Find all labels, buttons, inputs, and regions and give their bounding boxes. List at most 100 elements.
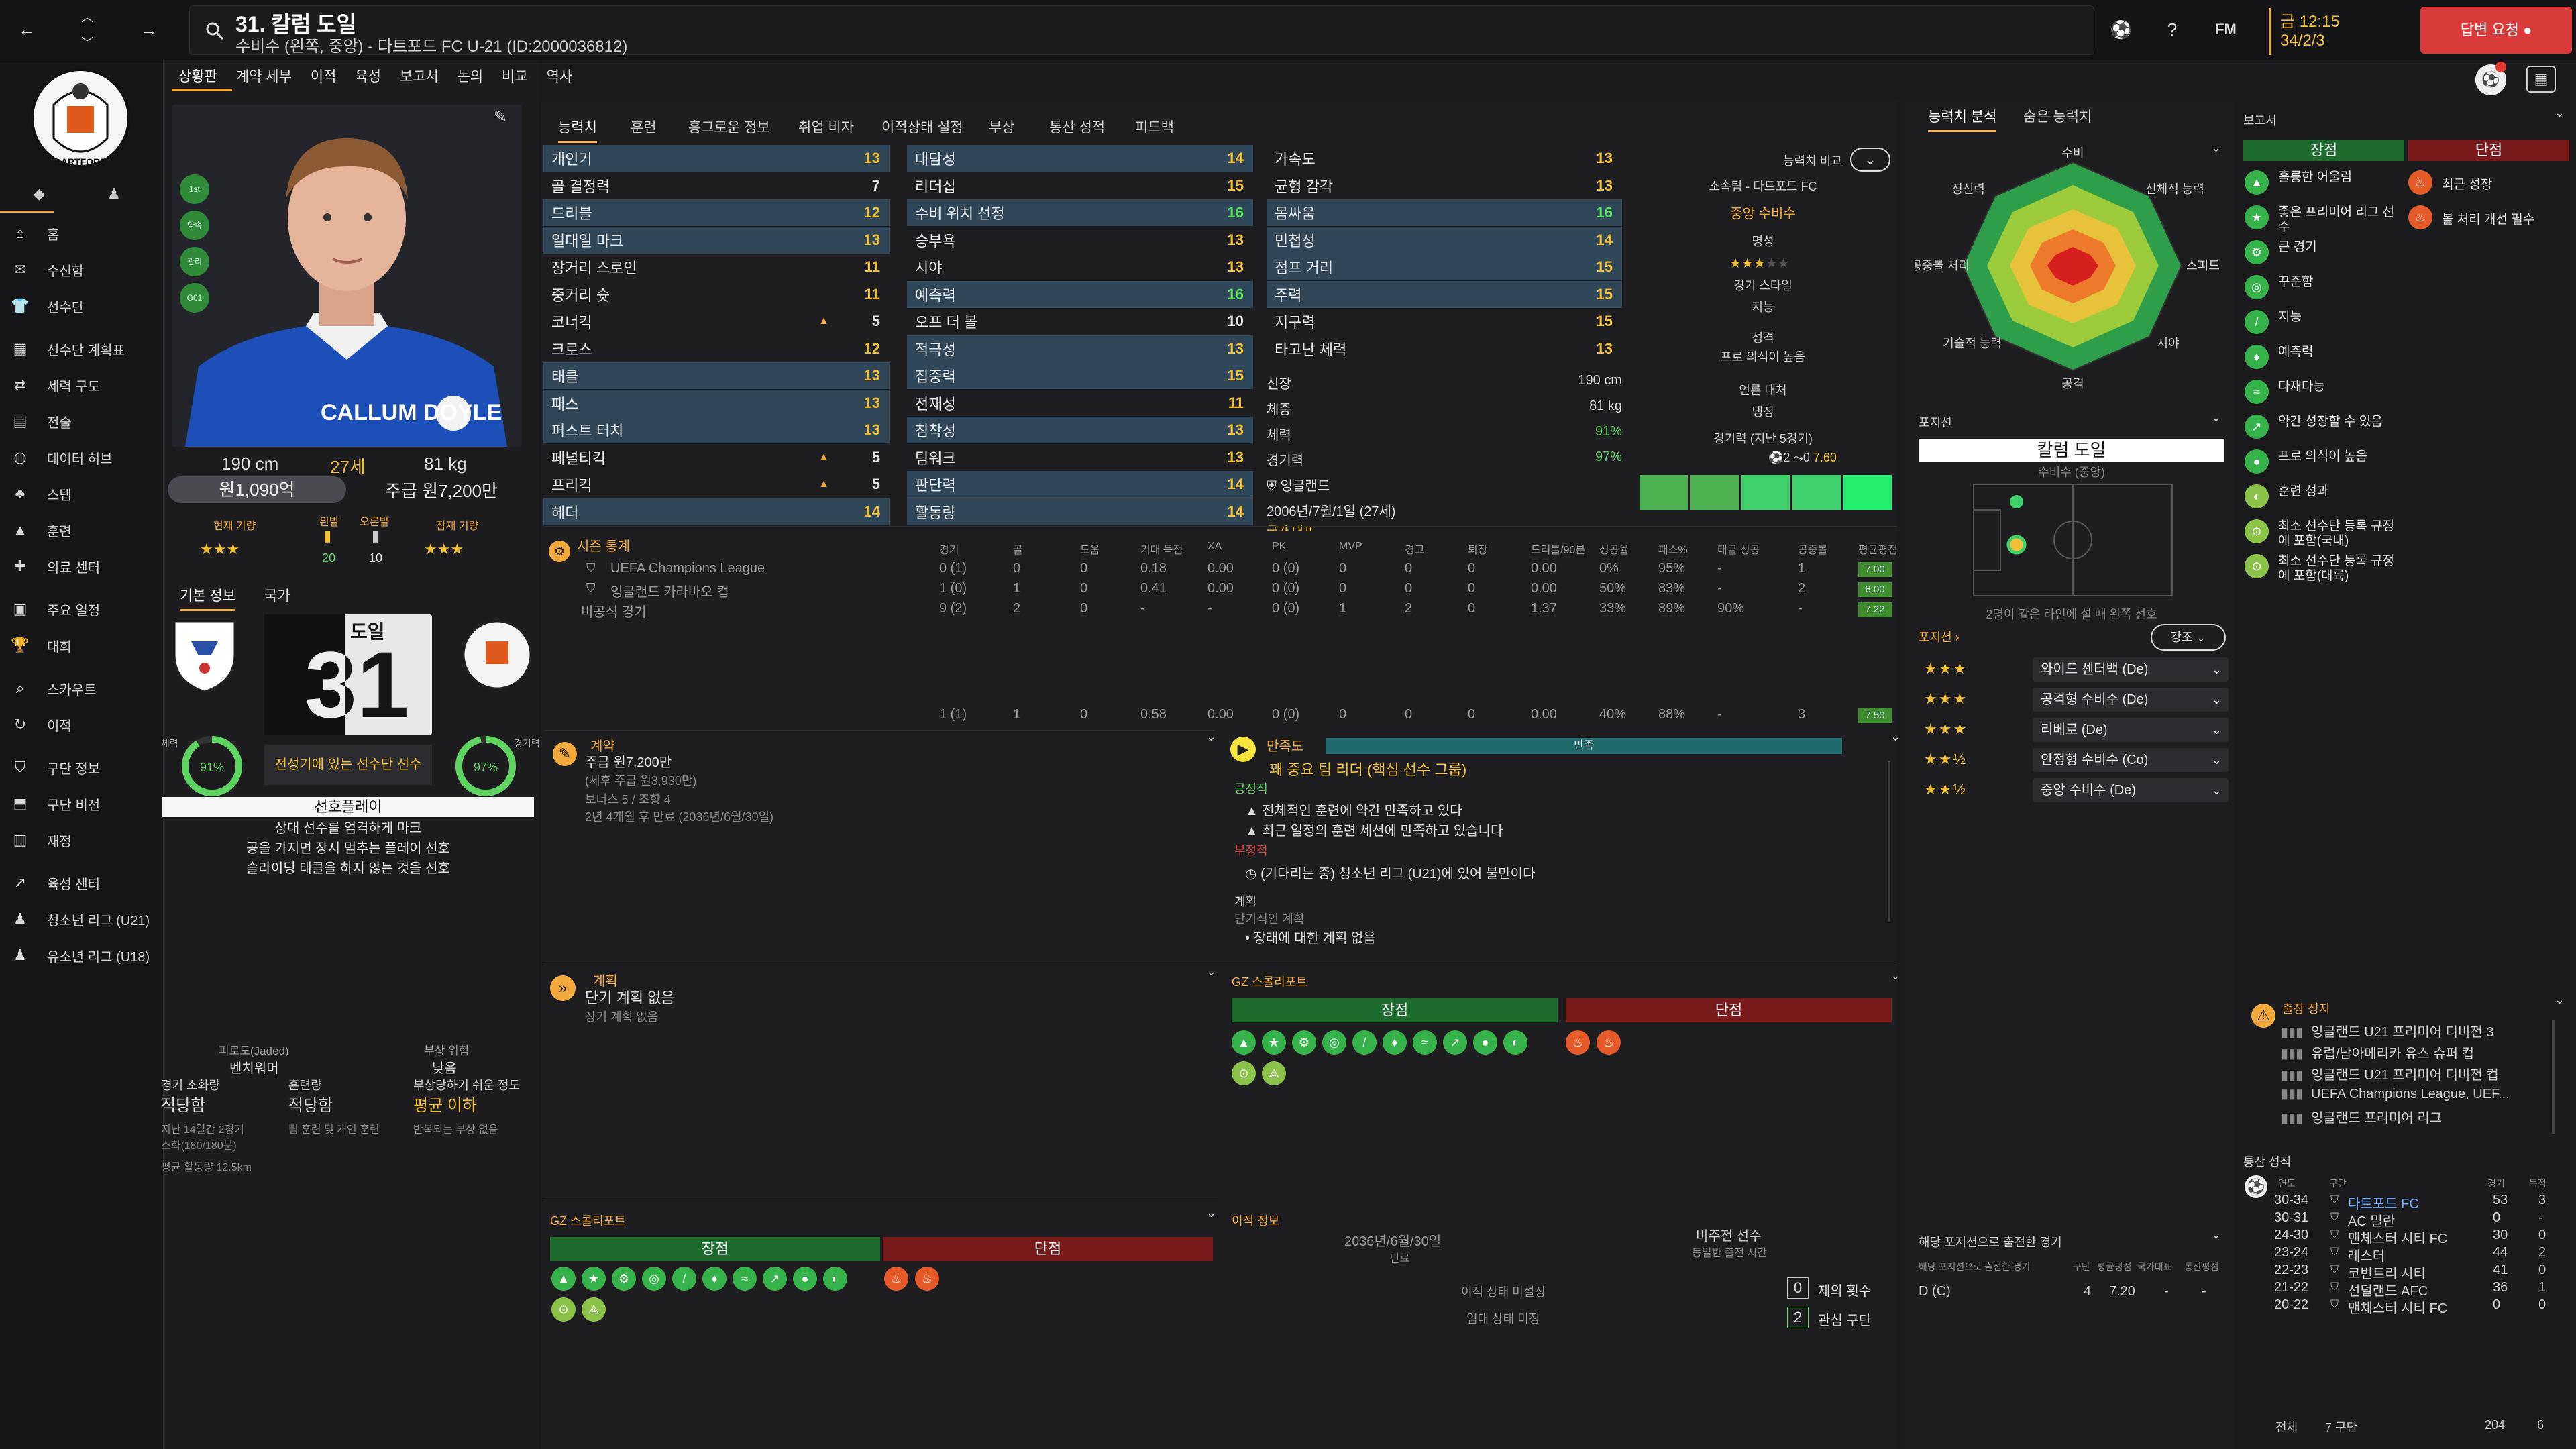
- tab-attributes[interactable]: 능력치: [558, 117, 597, 143]
- tab-hidden-attributes[interactable]: 숨은 능력치: [2023, 109, 2092, 125]
- report-pro-item[interactable]: ⊙ 최소 선수단 등록 규정에 포함(국내): [2245, 515, 2403, 549]
- scout-strength-icon[interactable]: /: [1352, 1030, 1377, 1055]
- sidebar-item-medical[interactable]: ✚ 의료 센터: [0, 550, 164, 582]
- transfer-info-title[interactable]: 이적 정보: [1232, 1214, 1280, 1228]
- tab-interesting-info[interactable]: 흥그로운 정보: [688, 120, 770, 136]
- stats-header[interactable]: PK: [1272, 541, 1287, 552]
- sidebar-item-finances[interactable]: ▥ 재정: [0, 824, 164, 856]
- career-club[interactable]: 다트포드 FC: [2348, 1197, 2419, 1212]
- attribute-row[interactable]: 리더십 15: [907, 172, 1253, 199]
- role-row[interactable]: ★★★ 공격형 수비수 (De) ⌄: [1917, 686, 2230, 713]
- report-pro-item[interactable]: ▲ 훌륭한 어울림: [2245, 166, 2403, 200]
- scout-strength-icon[interactable]: ♦: [1383, 1030, 1407, 1055]
- attribute-row[interactable]: 일대일 마크 13: [543, 226, 890, 254]
- continue-button[interactable]: 답변 요청 ●: [2420, 7, 2572, 54]
- stats-header[interactable]: 도움: [1080, 545, 1100, 556]
- stats-header[interactable]: XA: [1208, 541, 1222, 552]
- scout-strength-icon[interactable]: ◐: [823, 1267, 847, 1291]
- tab-transfer-status[interactable]: 이적상태 설정: [881, 120, 963, 136]
- scout-strength-icon[interactable]: ★: [582, 1267, 606, 1291]
- season-stats-title[interactable]: 시즌 통계: [577, 539, 631, 554]
- sidebar-item-staff[interactable]: ♣ 스텝: [0, 478, 164, 510]
- badge-first-team[interactable]: 1st: [180, 174, 209, 204]
- subnav-development[interactable]: 육성: [355, 69, 381, 85]
- suspension-item[interactable]: ▮▮▮ UEFA Champions League, UEF...: [2281, 1087, 2510, 1102]
- attribute-row[interactable]: 몸싸움 16: [1267, 199, 1622, 226]
- scout-strength-icon[interactable]: ◎: [642, 1267, 666, 1291]
- report-pro-item[interactable]: ≈ 다재다능: [2245, 376, 2403, 409]
- report-pro-item[interactable]: / 지능: [2245, 306, 2403, 339]
- attribute-row[interactable]: 침착성 13: [907, 417, 1253, 443]
- career-club[interactable]: AC 밀란: [2348, 1214, 2396, 1229]
- attribute-row[interactable]: 태클 13: [543, 362, 890, 389]
- attribute-row[interactable]: 중거리 슛 11: [543, 281, 890, 308]
- contract-title[interactable]: 계약: [590, 739, 615, 754]
- badge-promise[interactable]: 약속: [180, 211, 209, 240]
- attribute-row[interactable]: 장거리 스로인 11: [543, 254, 890, 280]
- scout-strength-icon[interactable]: ⟁: [582, 1297, 606, 1322]
- stats-header[interactable]: 태클 성공: [1717, 545, 1760, 556]
- scout-strength-icon[interactable]: ≈: [1413, 1030, 1437, 1055]
- happiness-title[interactable]: 만족도: [1267, 739, 1304, 754]
- report-dropdown-icon[interactable]: ⌄: [2555, 106, 2565, 119]
- tab-nation[interactable]: 국가: [264, 588, 290, 604]
- help-icon[interactable]: ?: [2167, 19, 2178, 40]
- attribute-row[interactable]: 예측력 16: [907, 280, 1253, 308]
- role-row[interactable]: ★★★ 리베로 (De) ⌄: [1917, 716, 2230, 743]
- club-crest-small[interactable]: [460, 614, 534, 695]
- subnav-compare[interactable]: 비교: [502, 69, 528, 85]
- happiness-collapse-icon[interactable]: ⌄: [1890, 730, 1901, 743]
- tab-basic-info[interactable]: 기본 정보: [180, 585, 236, 611]
- sidebar-item-transfers[interactable]: ↻ 이적: [0, 708, 164, 741]
- gz-scout-title-left[interactable]: GZ 스콜리포트: [550, 1214, 626, 1228]
- radar-dropdown-icon[interactable]: ⌄: [2211, 141, 2222, 154]
- attribute-row[interactable]: 페널티킥 ▲ 5: [543, 444, 890, 471]
- sidebar-item-club-vision[interactable]: ⬒ 구단 비전: [0, 788, 164, 820]
- position-apps-dropdown-icon[interactable]: ⌄: [2211, 1228, 2222, 1241]
- competition-name[interactable]: UEFA Champions League: [610, 561, 765, 576]
- nation-crest[interactable]: [168, 614, 241, 695]
- report-pro-item[interactable]: ♦ 예측력: [2245, 341, 2403, 374]
- role-name[interactable]: 와이드 센터백 (De) ⌄: [2033, 657, 2229, 682]
- attribute-row[interactable]: 주력 15: [1267, 280, 1622, 308]
- stats-header[interactable]: 경기: [939, 545, 959, 556]
- position-dropdown-icon[interactable]: ⌄: [2211, 411, 2222, 424]
- attribute-row[interactable]: 타고난 체력 13: [1267, 335, 1622, 362]
- scout-strength-icon[interactable]: ♦: [702, 1267, 727, 1291]
- report-con-item[interactable]: ♨ 최근 성장: [2408, 166, 2569, 200]
- career-club[interactable]: 맨체스터 시티 FC: [2348, 1301, 2448, 1316]
- scout-strength-icon[interactable]: ◎: [1322, 1030, 1346, 1055]
- sidebar-item-squad[interactable]: 👕 선수단: [0, 290, 164, 322]
- suspension-item[interactable]: ▮▮▮ 잉글랜드 프리미어 리그: [2281, 1111, 2443, 1126]
- attribute-row[interactable]: 헤더 14: [543, 498, 890, 525]
- scout-weakness-icon[interactable]: ♨: [915, 1267, 939, 1291]
- subnav-reports[interactable]: 보고서: [399, 69, 439, 85]
- report-pro-item[interactable]: ↗ 약간 성장할 수 있음: [2245, 411, 2403, 444]
- attribute-row[interactable]: 집중력 15: [907, 362, 1253, 389]
- attribute-row[interactable]: 코너킥 ▲ 5: [543, 308, 890, 335]
- stats-header[interactable]: 기대 득점: [1140, 545, 1183, 556]
- sidebar-item-dynamics[interactable]: ⇄ 세력 구도: [0, 369, 164, 401]
- suspension-item[interactable]: ▮▮▮ 유럽/남아메리카 유스 슈퍼 컵: [2281, 1046, 2475, 1061]
- sidebar-item-planner[interactable]: ▦ 선수단 계획표: [0, 333, 164, 365]
- highlight-dropdown[interactable]: 강조 ⌄: [2151, 624, 2226, 651]
- attribute-row[interactable]: 민첩성 14: [1267, 226, 1622, 254]
- sidebar-item-u21[interactable]: ♟ 청소년 리그 (U21): [0, 903, 164, 935]
- scout-strength-icon[interactable]: ●: [1473, 1030, 1497, 1055]
- scout-strength-icon[interactable]: ⊙: [551, 1297, 576, 1322]
- attribute-row[interactable]: 오프 더 볼 10: [907, 308, 1253, 335]
- gz-left-collapse-icon[interactable]: ⌄: [1206, 1206, 1217, 1220]
- competition-name[interactable]: 잉글랜드 카라바오 컵: [610, 585, 729, 600]
- gz-scout-title-right[interactable]: GZ 스콜리포트: [1232, 975, 1307, 989]
- tab-training[interactable]: 훈련: [631, 120, 657, 136]
- compare-dropdown[interactable]: ⌄: [1850, 148, 1890, 172]
- person-small-icon[interactable]: ♟: [107, 185, 121, 202]
- edit-icon[interactable]: ✎: [494, 108, 508, 126]
- scout-weakness-icon[interactable]: ♨: [1597, 1030, 1621, 1055]
- plan-collapse-icon[interactable]: ⌄: [1206, 965, 1217, 978]
- scout-strength-icon[interactable]: ▲: [1232, 1030, 1256, 1055]
- scout-strength-icon[interactable]: ●: [793, 1267, 817, 1291]
- sidebar-item-dev-centre[interactable]: ↗ 육성 센터: [0, 867, 164, 899]
- offers-count[interactable]: 0: [1787, 1277, 1809, 1299]
- role-name[interactable]: 중앙 수비수 (De) ⌄: [2033, 778, 2229, 802]
